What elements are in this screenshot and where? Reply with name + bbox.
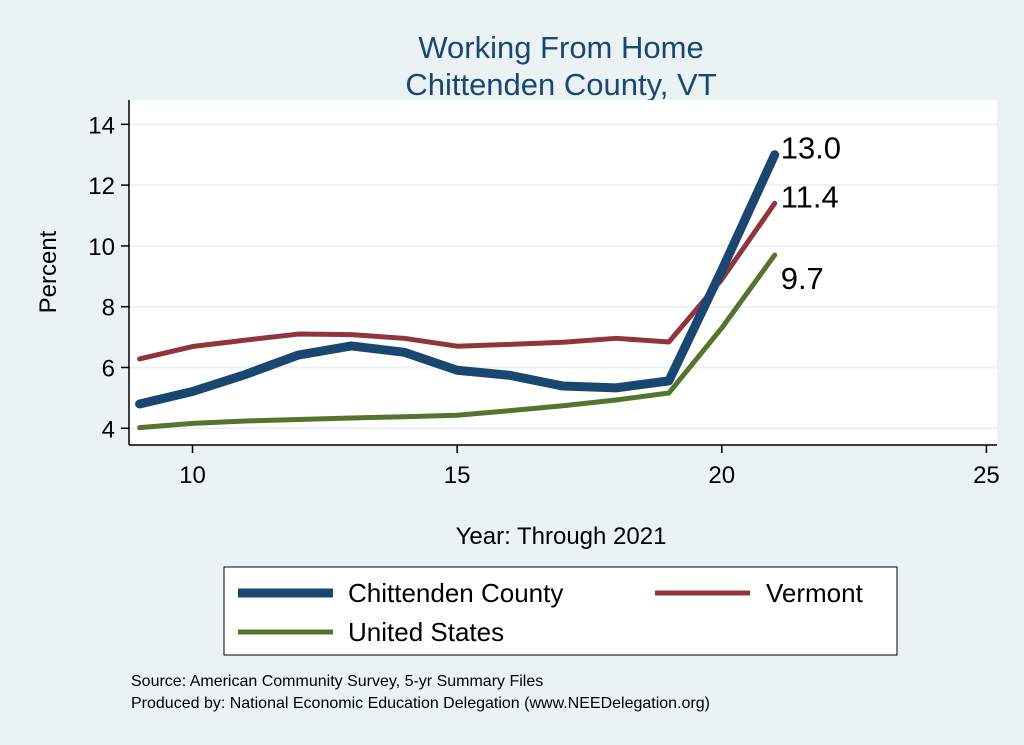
legend: Chittenden County Vermont United States <box>223 566 898 656</box>
plot-area <box>129 100 997 445</box>
x-tick-label: 20 <box>708 462 735 489</box>
produced-by-note: Produced by: National Economic Education… <box>131 695 710 712</box>
y-tick-label: 6 <box>102 355 115 382</box>
series-line-vermont <box>137 200 778 362</box>
end-value-label: 13.0 <box>781 131 841 166</box>
end-value-label: 9.7 <box>781 261 824 296</box>
end-value-label: 11.4 <box>781 179 839 214</box>
y-axis-label: Percent <box>35 230 62 313</box>
y-tick-label: 14 <box>88 112 115 139</box>
y-tick-label: 8 <box>102 295 115 322</box>
chart-title-line2: Chittenden County, VT <box>405 67 716 102</box>
chart-title-line1: Working From Home <box>418 30 703 65</box>
y-tick-label: 4 <box>102 416 115 443</box>
y-tick-label: 10 <box>88 234 115 261</box>
x-tick-label: 15 <box>444 462 471 489</box>
x-tick-label: 25 <box>973 462 1000 489</box>
source-note: Source: American Community Survey, 5-yr … <box>131 673 543 690</box>
series-line-chittenden-county <box>135 150 780 409</box>
x-tick-label: 10 <box>179 462 206 489</box>
legend-label-vermont: Vermont <box>766 578 864 608</box>
x-axis-label: Year: Through 2021 <box>456 523 667 550</box>
legend-label-us: United States <box>348 617 504 647</box>
legend-label-chittenden: Chittenden County <box>348 578 563 608</box>
series-line-united-states <box>137 252 778 431</box>
y-tick-label: 12 <box>88 173 115 200</box>
